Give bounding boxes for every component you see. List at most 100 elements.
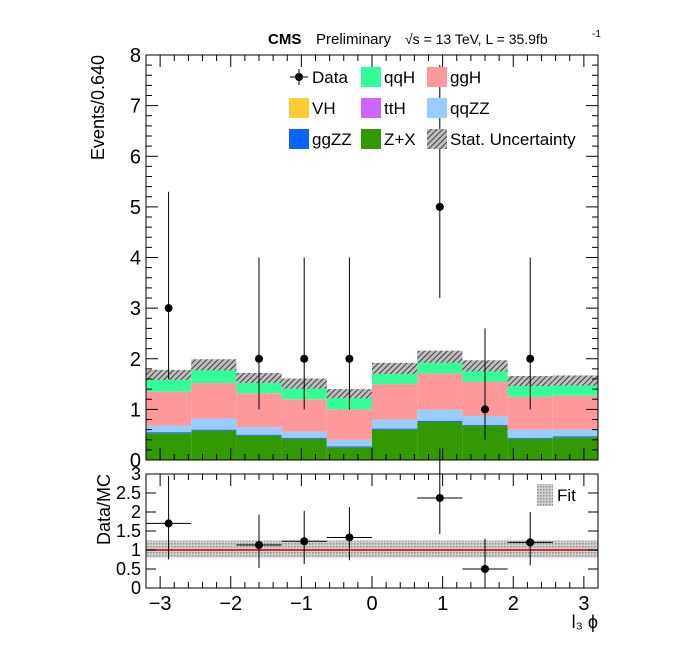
legend-swatch-z-x: [361, 129, 381, 149]
bar-qqzz-9: [552, 429, 598, 437]
legend-swatch-qqh: [361, 67, 381, 87]
energy-lumi-label: √s = 13 TeV, L = 35.9fb: [405, 31, 548, 47]
ratio-point-3: [345, 533, 354, 542]
main-y-tick-label: 7: [130, 96, 141, 118]
fit-legend-swatch: [537, 484, 553, 506]
legend-label-data: Data: [312, 68, 348, 87]
legend-label-tth: ttH: [384, 99, 406, 118]
bar-qqh-1: [191, 366, 237, 384]
bar-ggh-6: [417, 373, 463, 410]
bar-qqzz-5: [372, 419, 418, 429]
bar-ggzz-6: [417, 421, 463, 423]
ratio-y-tick-label: 0: [131, 578, 141, 598]
ratio-point-4: [435, 493, 444, 502]
ratio-point-1: [255, 541, 263, 550]
bar-zx-5: [372, 429, 418, 460]
ratio-y-tick-label: 1.5: [116, 521, 141, 541]
bar-ggzz-9: [552, 436, 598, 438]
ratio-y-tick-label: 2: [131, 502, 141, 522]
bar-zx-3: [281, 438, 327, 460]
legend-label-z-x: Z+X: [384, 130, 416, 149]
bar-qqzz-6: [417, 409, 463, 422]
main-y-tick-label: 3: [130, 298, 141, 320]
ratio-point-0: [164, 519, 173, 528]
ratio-plot: [146, 448, 598, 588]
main-x-ticks: [145, 55, 599, 460]
legend-swatch-stat-uncertainty: [427, 129, 447, 149]
bar-zx-4: [326, 447, 372, 460]
main-y-tick-label: 2: [130, 349, 141, 371]
bar-zx-1: [191, 430, 237, 460]
main-y-tick-label: 5: [130, 197, 141, 219]
legend-swatch-ggh: [427, 67, 447, 87]
bar-ggzz-0: [146, 432, 192, 434]
bar-qqzz-1: [191, 418, 237, 430]
x-axis-label: l₃ ϕ: [572, 612, 598, 632]
bar-qqzz-4: [326, 439, 372, 447]
bar-ggzz-3: [281, 437, 327, 439]
data-point-3: [345, 354, 354, 363]
data-point-1: [255, 354, 263, 363]
bar-qqzz-0: [146, 425, 192, 433]
preliminary-label: Preliminary: [316, 31, 392, 48]
stat-unc-bin-5: [372, 362, 418, 374]
data-point-6: [526, 354, 535, 363]
ratio-y-axis-label: Data/MC: [94, 474, 114, 545]
legend-label-stat-uncertainty: Stat. Uncertainty: [450, 130, 576, 149]
bar-qqh-0: [146, 376, 192, 392]
bar-ggh-1: [191, 383, 237, 419]
bar-qqzz-3: [281, 431, 327, 438]
bar-zx-9: [552, 437, 598, 460]
bar-qqzz-2: [236, 427, 282, 435]
x-axis: −3 −2 −1 0 1 2 3: [145, 474, 599, 615]
legend-label-qqzz: qqZZ: [450, 99, 490, 118]
cms-label: CMS: [268, 31, 301, 48]
bar-ggh-9: [552, 395, 598, 430]
data-point-0: [164, 304, 173, 313]
main-y-tick-label: 6: [130, 146, 141, 168]
bar-ggzz-2: [236, 434, 282, 436]
stat-unc-bin-6: [417, 350, 463, 363]
main-panel: 0 1 2 3 4 5 6 7 8 Events/0.640 Data qqH ggH VH ttH qq…: [88, 45, 599, 472]
main-y-tick-label: 1: [130, 399, 141, 421]
bar-ggzz-4: [326, 446, 372, 448]
data-point-4: [435, 202, 444, 211]
data-point-2: [300, 354, 309, 363]
bar-ggh-0: [146, 391, 192, 426]
legend-marker-data-dot: [295, 73, 303, 81]
main-y-tick-label: 0: [130, 450, 141, 472]
ratio-y-tick-label: 0.5: [116, 559, 141, 579]
ratio-point-5: [481, 565, 489, 573]
main-y-tick-label: 4: [130, 248, 141, 270]
bar-zx-8: [507, 438, 553, 460]
bar-ggh-5: [372, 384, 418, 420]
stat-unc-bin-9: [552, 375, 598, 386]
stat-unc-bin-1: [191, 359, 237, 371]
main-y-tick-label: 8: [130, 45, 141, 67]
legend-swatch-ggzz: [289, 129, 309, 149]
ratio-point-6: [526, 538, 535, 547]
legend-label-vh: VH: [312, 99, 336, 118]
legend-label-ggzz: ggZZ: [312, 130, 352, 149]
ratio-panel: 00.511.522.53 −3 −2 −1 0 1 2 3 Data/MC Fit l₃ …: [94, 448, 599, 632]
bar-ggzz-5: [372, 428, 418, 430]
legend-swatch-vh: [289, 98, 309, 118]
legend: Data qqH ggH VH ttH qqZZ ggZZ Z+X Stat. Uncertai…: [289, 67, 576, 149]
ratio-y-axis: 00.511.522.53: [116, 464, 598, 598]
x-tick-label: 0: [366, 593, 377, 615]
x-tick-label: 3: [578, 593, 589, 615]
ratio-y-tick-label: 3: [131, 464, 141, 484]
bar-zx-0: [146, 433, 192, 460]
legend-label-qqh: qqH: [384, 68, 415, 87]
fit-legend-label: Fit: [557, 486, 576, 505]
x-tick-label: −2: [219, 593, 242, 615]
x-tick-label: 2: [508, 593, 519, 615]
ratio-point-2: [300, 537, 309, 546]
x-tick-label: −3: [149, 593, 172, 615]
main-y-axis: 0 1 2 3 4 5 6 7 8: [130, 45, 598, 472]
fit-legend: Fit: [537, 484, 576, 506]
bar-qqzz-8: [507, 429, 553, 438]
legend-label-ggh: ggH: [450, 68, 481, 87]
main-y-axis-label: Events/0.640: [88, 55, 108, 160]
